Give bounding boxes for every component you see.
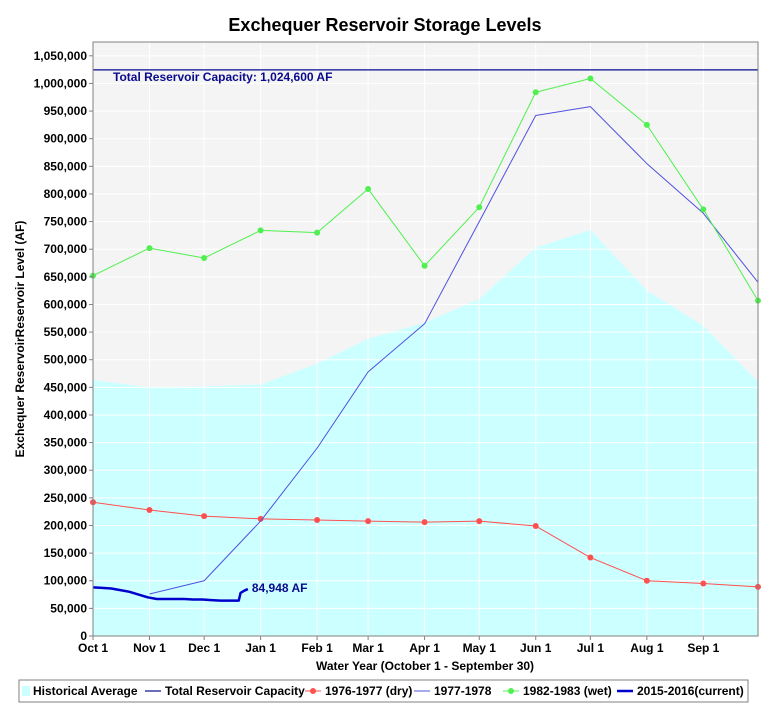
series-area-layer — [93, 229, 758, 637]
x-tick-label: Apr 1 — [409, 641, 440, 655]
y-tick-label: 650,000 — [44, 270, 88, 284]
y-tick-label: 50,000 — [50, 601, 87, 615]
x-tick-label: Nov 1 — [133, 641, 166, 655]
data-point-1976-1977-dry — [700, 580, 707, 587]
y-tick-label: 850,000 — [44, 159, 88, 173]
data-point-1976-1977-dry — [365, 518, 372, 525]
y-tick-label: 450,000 — [44, 380, 88, 394]
legend-box — [18, 679, 749, 703]
y-tick-label: 350,000 — [44, 436, 88, 450]
y-tick-label: 550,000 — [44, 325, 88, 339]
x-tick-label: Feb 1 — [301, 641, 333, 655]
data-point-1976-1977-dry — [532, 523, 539, 530]
series-area-historical-average — [93, 229, 758, 637]
x-tick-label: Oct 1 — [78, 641, 108, 655]
capacity-label: Total Reservoir Capacity: 1,024,600 AF — [113, 70, 332, 84]
data-point-1976-1977-dry — [587, 554, 594, 561]
data-point-1982-1983-wet — [365, 185, 372, 192]
y-tick-label: 800,000 — [44, 187, 88, 201]
legend-label-2015-2016-current: 2015-2016(current) — [637, 684, 744, 698]
series-line-1977-1978 — [149, 106, 759, 595]
axes-layer: 0 50,000 100,000 150,000 200,000 250,000 300,0… — [34, 49, 720, 655]
y-tick-label: 300,000 — [44, 463, 88, 477]
x-tick-label: May 1 — [463, 641, 497, 655]
y-axis-label: Exchequer ReservoirReservoir Level (AF) — [13, 221, 27, 458]
y-tick-label: 150,000 — [44, 546, 88, 560]
legend-marker-1976-1977-dry — [310, 688, 316, 694]
data-point-1976-1977-dry — [146, 507, 153, 514]
y-tick-label: 1,050,000 — [34, 49, 88, 63]
data-point-1982-1983-wet — [643, 121, 650, 128]
series-line-layer — [90, 69, 761, 602]
legend-label-total-reservoir-capacity: Total Reservoir Capacity — [165, 684, 305, 698]
data-point-1982-1983-wet — [421, 262, 428, 269]
data-point-1976-1977-dry — [476, 518, 483, 525]
legend-label-1976-1977-dry: 1976-1977 (dry) — [325, 684, 412, 698]
y-tick-label: 900,000 — [44, 132, 88, 146]
x-tick-label: Jan 1 — [245, 641, 276, 655]
y-tick-label: 100,000 — [44, 574, 88, 588]
data-point-1976-1977-dry — [643, 577, 650, 584]
data-point-1982-1983-wet — [146, 245, 153, 252]
data-point-1982-1983-wet — [476, 204, 483, 211]
x-tick-label: Jun 1 — [520, 641, 552, 655]
y-tick-label: 250,000 — [44, 491, 88, 505]
x-axis-label: Water Year (October 1 - September 30) — [316, 659, 534, 673]
y-tick-label: 750,000 — [44, 215, 88, 229]
y-tick-label: 1,000,000 — [34, 76, 88, 90]
legend-label-1977-1978: 1977-1978 — [434, 684, 492, 698]
data-point-1976-1977-dry — [201, 513, 208, 520]
y-tick-label: 600,000 — [44, 297, 88, 311]
y-tick-label: 0 — [80, 629, 87, 643]
y-tick-label: 950,000 — [44, 104, 88, 118]
legend-label-historical-average: Historical Average — [33, 684, 138, 698]
x-tick-label: Aug 1 — [630, 641, 664, 655]
data-point-1982-1983-wet — [587, 75, 594, 82]
data-point-1982-1983-wet — [532, 89, 539, 96]
x-tick-label: Jul 1 — [577, 641, 605, 655]
y-tick-label: 500,000 — [44, 353, 88, 367]
data-point-1982-1983-wet — [257, 227, 264, 234]
x-tick-label: Dec 1 — [188, 641, 220, 655]
data-point-1976-1977-dry — [257, 515, 264, 522]
legend-label-1982-1983-wet: 1982-1983 (wet) — [523, 684, 612, 698]
y-tick-label: 400,000 — [44, 408, 88, 422]
y-tick-label: 700,000 — [44, 242, 88, 256]
chart-title: Exchequer Reservoir Storage Levels — [228, 15, 541, 35]
legend: Historical Average Total Reservoir Capaci… — [22, 684, 744, 698]
x-tick-label: Sep 1 — [687, 641, 719, 655]
series-line-2015-2016-current — [92, 586, 249, 602]
plot-border — [92, 41, 759, 637]
data-point-1982-1983-wet — [314, 229, 321, 236]
legend-swatch-historical-average — [22, 686, 30, 696]
current-level-label: 84,948 AF — [252, 581, 308, 595]
x-tick-label: Mar 1 — [352, 641, 384, 655]
data-point-1976-1977-dry — [421, 519, 428, 526]
legend-marker-1982-1983-wet — [508, 688, 514, 694]
data-point-1982-1983-wet — [201, 255, 208, 262]
data-point-1976-1977-dry — [314, 516, 321, 523]
y-tick-label: 200,000 — [44, 518, 88, 532]
data-point-1982-1983-wet — [700, 206, 707, 213]
